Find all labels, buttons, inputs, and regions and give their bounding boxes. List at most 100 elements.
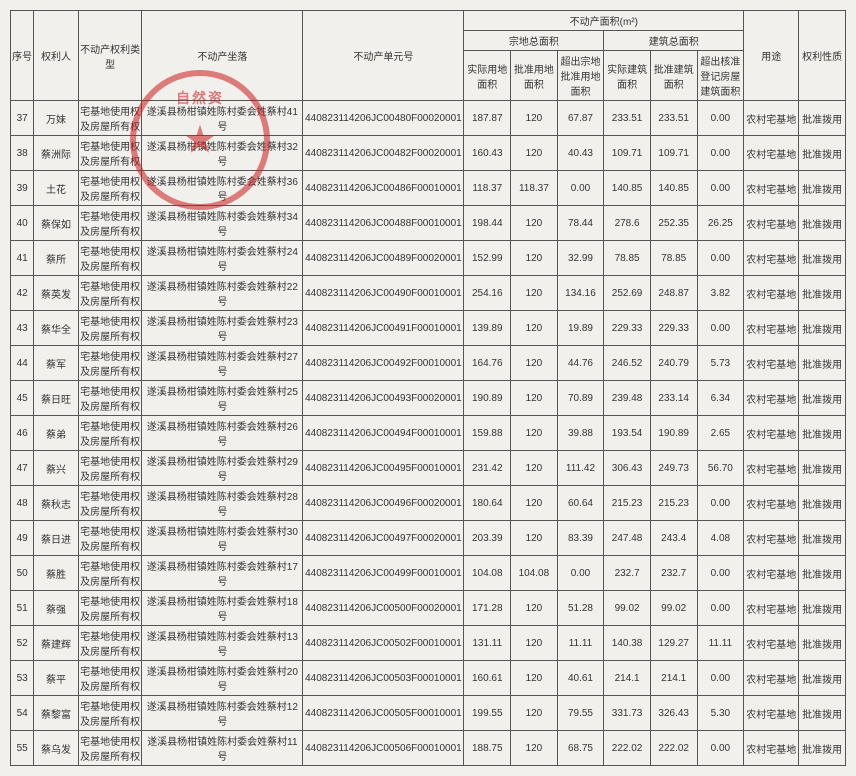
cell: 批准拨用 bbox=[799, 101, 846, 136]
cell: 5.73 bbox=[697, 346, 744, 381]
cell: 247.48 bbox=[604, 521, 651, 556]
cell: 遂溪县杨柑镇姓陈村委会姓蔡村11号 bbox=[142, 731, 303, 766]
cell: 278.6 bbox=[604, 206, 651, 241]
table-body: 37万妹宅基地使用权及房屋所有权遂溪县杨柑镇姓陈村委会姓蔡村41号4408231… bbox=[11, 101, 846, 766]
cell: 批准拨用 bbox=[799, 241, 846, 276]
cell: 宅基地使用权及房屋所有权 bbox=[78, 101, 142, 136]
cell: 遂溪县杨柑镇姓陈村委会姓蔡村34号 bbox=[142, 206, 303, 241]
table-header: 序号 权利人 不动产权利类型 不动产坐落 不动产单元号 不动产面积(m²) 用途… bbox=[11, 11, 846, 101]
cell: 遂溪县杨柑镇姓陈村委会姓蔡村12号 bbox=[142, 696, 303, 731]
cell: 152.99 bbox=[464, 241, 511, 276]
cell: 6.34 bbox=[697, 381, 744, 416]
cell: 42 bbox=[11, 276, 34, 311]
cell: 遂溪县杨柑镇姓陈村委会姓蔡村18号 bbox=[142, 591, 303, 626]
cell: 农村宅基地 bbox=[744, 276, 799, 311]
cell: 19.89 bbox=[557, 311, 604, 346]
cell: 宅基地使用权及房屋所有权 bbox=[78, 486, 142, 521]
cell: 4.08 bbox=[697, 521, 744, 556]
cell: 蔡英发 bbox=[34, 276, 79, 311]
cell: 78.44 bbox=[557, 206, 604, 241]
cell: 宅基地使用权及房屋所有权 bbox=[78, 171, 142, 206]
table-row: 49蔡日进宅基地使用权及房屋所有权遂溪县杨柑镇姓陈村委会姓蔡村30号440823… bbox=[11, 521, 846, 556]
cell: 遂溪县杨柑镇姓陈村委会姓蔡村30号 bbox=[142, 521, 303, 556]
cell: 118.37 bbox=[511, 171, 558, 206]
cell: 蔡弟 bbox=[34, 416, 79, 451]
cell: 遂溪县杨柑镇姓陈村委会姓蔡村29号 bbox=[142, 451, 303, 486]
cell: 蔡胜 bbox=[34, 556, 79, 591]
cell: 120 bbox=[511, 136, 558, 171]
cell: 37 bbox=[11, 101, 34, 136]
cell: 蔡华全 bbox=[34, 311, 79, 346]
cell: 248.87 bbox=[650, 276, 697, 311]
cell: 243.4 bbox=[650, 521, 697, 556]
table-row: 46蔡弟宅基地使用权及房屋所有权遂溪县杨柑镇姓陈村委会姓蔡村26号4408231… bbox=[11, 416, 846, 451]
cell: 440823114206JC00502F00010001 bbox=[303, 626, 464, 661]
cell: 70.89 bbox=[557, 381, 604, 416]
cell: 遂溪县杨柑镇姓陈村委会姓蔡村13号 bbox=[142, 626, 303, 661]
cell: 遂溪县杨柑镇姓陈村委会姓蔡村20号 bbox=[142, 661, 303, 696]
cell: 万妹 bbox=[34, 101, 79, 136]
cell: 326.43 bbox=[650, 696, 697, 731]
cell: 120 bbox=[511, 626, 558, 661]
table-row: 43蔡华全宅基地使用权及房屋所有权遂溪县杨柑镇姓陈村委会姓蔡村23号440823… bbox=[11, 311, 846, 346]
cell: 农村宅基地 bbox=[744, 381, 799, 416]
cell: 104.08 bbox=[511, 556, 558, 591]
cell: 120 bbox=[511, 731, 558, 766]
cell: 306.43 bbox=[604, 451, 651, 486]
cell: 农村宅基地 bbox=[744, 241, 799, 276]
cell: 宅基地使用权及房屋所有权 bbox=[78, 206, 142, 241]
cell: 233.51 bbox=[604, 101, 651, 136]
cell: 农村宅基地 bbox=[744, 451, 799, 486]
cell: 214.1 bbox=[604, 661, 651, 696]
cell: 190.89 bbox=[650, 416, 697, 451]
cell: 农村宅基地 bbox=[744, 346, 799, 381]
cell: 129.27 bbox=[650, 626, 697, 661]
cell: 203.39 bbox=[464, 521, 511, 556]
cell: 109.71 bbox=[604, 136, 651, 171]
cell: 遂溪县杨柑镇姓陈村委会姓蔡村36号 bbox=[142, 171, 303, 206]
cell: 0.00 bbox=[697, 556, 744, 591]
cell: 批准拨用 bbox=[799, 521, 846, 556]
table-row: 55蔡乌发宅基地使用权及房屋所有权遂溪县杨柑镇姓陈村委会姓蔡村11号440823… bbox=[11, 731, 846, 766]
cell: 249.73 bbox=[650, 451, 697, 486]
cell: 120 bbox=[511, 101, 558, 136]
h-seq: 序号 bbox=[11, 11, 34, 101]
cell: 229.33 bbox=[650, 311, 697, 346]
h-bldg-actual: 实际建筑面积 bbox=[604, 51, 651, 101]
cell: 120 bbox=[511, 381, 558, 416]
table-row: 41蔡所宅基地使用权及房屋所有权遂溪县杨柑镇姓陈村委会姓蔡村24号4408231… bbox=[11, 241, 846, 276]
cell: 120 bbox=[511, 276, 558, 311]
cell: 118.37 bbox=[464, 171, 511, 206]
cell: 32.99 bbox=[557, 241, 604, 276]
cell: 139.89 bbox=[464, 311, 511, 346]
cell: 120 bbox=[511, 416, 558, 451]
table-row: 40蔡保如宅基地使用权及房屋所有权遂溪县杨柑镇姓陈村委会姓蔡村34号440823… bbox=[11, 206, 846, 241]
table-row: 54蔡黎富宅基地使用权及房屋所有权遂溪县杨柑镇姓陈村委会姓蔡村12号440823… bbox=[11, 696, 846, 731]
cell: 农村宅基地 bbox=[744, 556, 799, 591]
cell: 120 bbox=[511, 311, 558, 346]
cell: 56.70 bbox=[697, 451, 744, 486]
cell: 宅基地使用权及房屋所有权 bbox=[78, 241, 142, 276]
cell: 农村宅基地 bbox=[744, 591, 799, 626]
cell: 批准拨用 bbox=[799, 136, 846, 171]
h-land-approved: 批准用地面积 bbox=[511, 51, 558, 101]
h-land-group: 宗地总面积 bbox=[464, 31, 604, 51]
cell: 440823114206JC00493F00020001 bbox=[303, 381, 464, 416]
cell: 440823114206JC00488F00010001 bbox=[303, 206, 464, 241]
cell: 宅基地使用权及房屋所有权 bbox=[78, 661, 142, 696]
h-land-actual: 实际用地面积 bbox=[464, 51, 511, 101]
cell: 批准拨用 bbox=[799, 591, 846, 626]
cell: 440823114206JC00482F00020001 bbox=[303, 136, 464, 171]
cell: 214.1 bbox=[650, 661, 697, 696]
cell: 蔡强 bbox=[34, 591, 79, 626]
cell: 120 bbox=[511, 521, 558, 556]
cell: 231.42 bbox=[464, 451, 511, 486]
cell: 83.39 bbox=[557, 521, 604, 556]
cell: 蔡乌发 bbox=[34, 731, 79, 766]
cell: 60.64 bbox=[557, 486, 604, 521]
cell: 宅基地使用权及房屋所有权 bbox=[78, 731, 142, 766]
cell: 254.16 bbox=[464, 276, 511, 311]
cell: 164.76 bbox=[464, 346, 511, 381]
table-row: 42蔡英发宅基地使用权及房屋所有权遂溪县杨柑镇姓陈村委会姓蔡村22号440823… bbox=[11, 276, 846, 311]
cell: 批准拨用 bbox=[799, 381, 846, 416]
